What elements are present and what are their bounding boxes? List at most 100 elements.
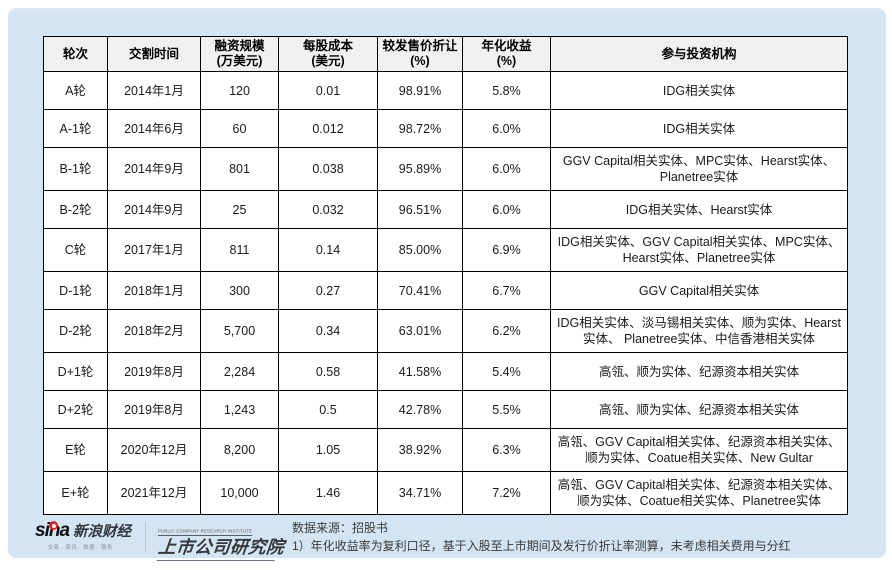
table-cell: 95.89% — [377, 147, 463, 191]
table-cell: 34.71% — [377, 471, 463, 515]
table-row: A轮 2014年1月 120 0.01 98.91% 5.8% IDG相关实体 — [43, 71, 848, 110]
table-row: E+轮 2021年12月 10,000 1.46 34.71% 7.2% 高瓴、GGV Ca… — [43, 471, 848, 515]
table-cell: B-1轮 — [43, 147, 108, 191]
institute-logo-chinese: 上市公司研究院 — [156, 537, 285, 561]
table-cell: 高瓴、GGV Capital相关实体、纪源资本相关实体、顺为实体、Coatue相… — [550, 428, 848, 472]
table-cell: 1.05 — [278, 428, 378, 472]
table-cell: D+1轮 — [43, 352, 108, 391]
table-cell: 2014年6月 — [107, 109, 201, 148]
table-cell: 120 — [200, 71, 279, 110]
table-cell: 5.5% — [462, 390, 551, 429]
table-cell: 2018年1月 — [107, 271, 201, 310]
table-cell: 0.012 — [278, 109, 378, 148]
table-cell: 高瓴、GGV Capital相关实体、纪源资本相关实体、顺为实体、Coatue相… — [550, 471, 848, 515]
table-cell: 5.8% — [462, 71, 551, 110]
table-cell: 高瓴、顺为实体、纪源资本相关实体 — [550, 352, 848, 391]
table-cell: E轮 — [43, 428, 108, 472]
table-cell: 0.14 — [278, 228, 378, 272]
table-cell: IDG相关实体 — [550, 109, 848, 148]
table-row: D+2轮 2019年8月 1,243 0.5 42.78% 5.5% 高瓴、顺为实体、纪源资… — [43, 390, 848, 429]
table-cell: 6.3% — [462, 428, 551, 472]
table-cell: 25 — [200, 190, 279, 229]
table-cell: A轮 — [43, 71, 108, 110]
table-cell: D-1轮 — [43, 271, 108, 310]
table-cell: 0.58 — [278, 352, 378, 391]
table-cell: 2,284 — [200, 352, 279, 391]
table-cell: 41.58% — [377, 352, 463, 391]
column-header: 交割时间 — [107, 36, 201, 72]
table-cell: IDG相关实体、Hearst实体 — [550, 190, 848, 229]
sina-finance-logo: sina 新浪财经 交易 · 资讯 · 数据 · 服务 — [35, 516, 137, 551]
table-cell: 0.27 — [278, 271, 378, 310]
table-cell: 高瓴、顺为实体、纪源资本相关实体 — [550, 390, 848, 429]
table-row: A-1轮 2014年6月 60 0.012 98.72% 6.0% IDG相关实体 — [43, 109, 848, 148]
table-row: B-1轮 2014年9月 801 0.038 95.89% 6.0% GGV Capital… — [43, 147, 848, 191]
table-row: E轮 2020年12月 8,200 1.05 38.92% 6.3% 高瓴、GGV Capi… — [43, 428, 848, 472]
table-cell: 2019年8月 — [107, 390, 201, 429]
table-cell: 42.78% — [377, 390, 463, 429]
sina-tagline: 交易 · 资讯 · 数据 · 服务 — [47, 545, 113, 551]
table-cell: 2021年12月 — [107, 471, 201, 515]
table-row: D-1轮 2018年1月 300 0.27 70.41% 6.7% GGV Capital相… — [43, 271, 848, 310]
table-cell: 1.46 — [278, 471, 378, 515]
table-cell: 2020年12月 — [107, 428, 201, 472]
table-cell: 0.032 — [278, 190, 378, 229]
table-cell: 6.0% — [462, 109, 551, 148]
table-cell: 6.9% — [462, 228, 551, 272]
column-header: 每股成本 (美元) — [278, 36, 378, 72]
table-cell: 2014年9月 — [107, 190, 201, 229]
table-row: C轮 2017年1月 811 0.14 85.00% 6.9% IDG相关实体、GGV Ca… — [43, 228, 848, 272]
table-cell: D+2轮 — [43, 390, 108, 429]
table-cell: 0.34 — [278, 309, 378, 353]
table-cell: 2018年2月 — [107, 309, 201, 353]
table-cell: GGV Capital相关实体、MPC实体、Hearst实体、Planetree… — [550, 147, 848, 191]
sina-brand-text: 新浪财经 — [73, 524, 132, 540]
column-header: 年化收益 (%) — [462, 36, 551, 72]
footnote-text: 1）年化收益率为复利口径，基于入股至上市期间及发行价折让率测算，未考虑相关费用与… — [292, 538, 791, 553]
table-cell: 63.01% — [377, 309, 463, 353]
column-header: 较发售价折让 (%) — [377, 36, 463, 72]
column-header: 轮次 — [43, 36, 108, 72]
table-cell: GGV Capital相关实体 — [550, 271, 848, 310]
table-cell: 98.72% — [377, 109, 463, 148]
table-cell: A-1轮 — [43, 109, 108, 148]
table-cell: 5,700 — [200, 309, 279, 353]
content-panel: 轮次 交割时间 融资规模 (万美元) 每股成本 (美元) 较发售价折让 (%) 年化收益 (%) 参… — [8, 8, 886, 561]
table-header: 轮次 交割时间 融资规模 (万美元) 每股成本 (美元) 较发售价折让 (%) 年化收益 (%) 参… — [43, 36, 848, 72]
table-cell: B-2轮 — [43, 190, 108, 229]
table-row: D-2轮 2018年2月 5,700 0.34 63.01% 6.2% IDG相关实体、淡马… — [43, 309, 848, 353]
table-cell: 6.2% — [462, 309, 551, 353]
table-cell: 6.0% — [462, 147, 551, 191]
footnotes: 数据来源：招股书 1）年化收益率为复利口径，基于入股至上市期间及发行价折让率测算… — [292, 516, 791, 555]
table-cell: 0.038 — [278, 147, 378, 191]
table-cell: 0.01 — [278, 71, 378, 110]
footer: sina 新浪财经 交易 · 资讯 · 数据 · 服务 PUBLIC COMPA… — [35, 516, 865, 561]
sina-eye-icon — [49, 521, 58, 530]
table-cell: 98.91% — [377, 71, 463, 110]
table-row: B-2轮 2014年9月 25 0.032 96.51% 6.0% IDG相关实体、Hear… — [43, 190, 848, 229]
table-cell: 2019年8月 — [107, 352, 201, 391]
table-cell: 38.92% — [377, 428, 463, 472]
sina-wordmark: sina — [35, 520, 70, 541]
table-cell: 0.5 — [278, 390, 378, 429]
table-cell: IDG相关实体、GGV Capital相关实体、MPC实体、Hearst实体、P… — [550, 228, 848, 272]
table-cell: E+轮 — [43, 471, 108, 515]
table-cell: C轮 — [43, 228, 108, 272]
table-cell: 8,200 — [200, 428, 279, 472]
table-cell: IDG相关实体、淡马锡相关实体、顺为实体、Hearst实体、 Planetree… — [550, 309, 848, 353]
table-cell: D-2轮 — [43, 309, 108, 353]
table-cell: 7.2% — [462, 471, 551, 515]
table-row: D+1轮 2019年8月 2,284 0.58 41.58% 5.4% 高瓴、顺为实体、纪源… — [43, 352, 848, 391]
table-cell: 6.0% — [462, 190, 551, 229]
table-cell: IDG相关实体 — [550, 71, 848, 110]
table-cell: 70.41% — [377, 271, 463, 310]
table-cell: 5.4% — [462, 352, 551, 391]
table-cell: 811 — [200, 228, 279, 272]
institute-logo-english: PUBLIC COMPANY RESEARCH INSTITUTE — [158, 529, 252, 536]
table-cell: 1,243 — [200, 390, 279, 429]
table-cell: 801 — [200, 147, 279, 191]
table-cell: 2017年1月 — [107, 228, 201, 272]
table-body: A轮 2014年1月 120 0.01 98.91% 5.8% IDG相关实体 A-1轮 201… — [43, 71, 848, 515]
data-source-text: 数据来源：招股书 — [292, 521, 389, 535]
